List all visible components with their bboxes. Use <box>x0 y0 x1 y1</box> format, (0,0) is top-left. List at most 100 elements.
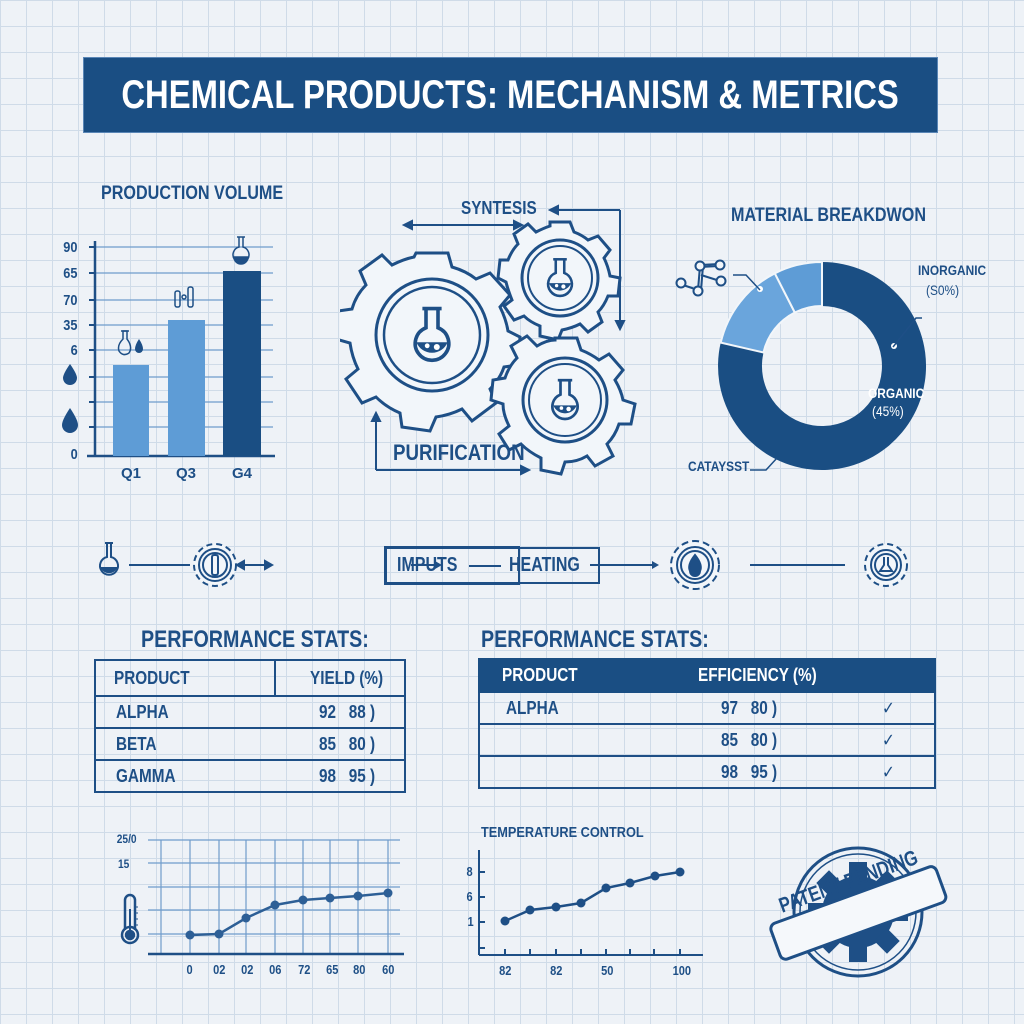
large-gear-icon <box>340 251 522 433</box>
y-tick: 6 <box>70 342 78 359</box>
x-tick: 100 <box>672 963 692 978</box>
small-gear-icon <box>489 334 637 476</box>
flask-icon <box>99 542 119 576</box>
column-header-efficiency: EFFICIENCY (%) <box>698 665 817 685</box>
x-tick: 60 <box>382 962 395 977</box>
x-tick: 02 <box>241 962 254 977</box>
small-gear-icon <box>496 220 622 342</box>
bar-g4 <box>223 271 261 456</box>
y-tick: 8 <box>466 864 473 879</box>
y-tick: 70 <box>63 292 78 309</box>
yield-table: PRODUCT YIELD (%) ALPHA 92 88 ) BETA 85 … <box>94 659 406 793</box>
y-tick: 25/0 <box>116 832 137 846</box>
x-tick: 50 <box>601 963 614 978</box>
heating-label: HEATING <box>509 554 581 576</box>
purification-label: PURIFICATION <box>393 440 525 465</box>
checkmark-icon: ✓ <box>881 761 895 782</box>
svg-text:G4: G4 <box>232 465 253 482</box>
efficiency-table-title: PERFORMANCE STATS: <box>481 626 709 653</box>
y-tick: 35 <box>63 317 78 334</box>
inorganic-label: INORGANIC <box>918 262 987 278</box>
column-header-product: PRODUCT <box>114 667 190 688</box>
x-tick: 02 <box>213 962 226 977</box>
temperature-control-chart <box>478 850 703 956</box>
catalyst-label: CATAYSST <box>688 458 750 474</box>
gear-flame-icon <box>670 540 720 590</box>
y-tick: 0 <box>70 446 78 463</box>
y-tick: 1 <box>467 914 474 929</box>
efficiency-cell: 98 95 ) <box>721 761 778 782</box>
y-axis-drop-icons <box>62 364 78 433</box>
temperature-control-title: TEMPERATURE CONTROL <box>481 824 644 841</box>
y-tick: 6 <box>466 889 473 904</box>
yield-cell: 85 80 ) <box>319 733 376 754</box>
column-header-yield: YIELD (%) <box>310 667 384 688</box>
table-row: ALPHA 97 80 ) ✓ <box>478 691 936 725</box>
x-tick: 06 <box>269 962 282 977</box>
production-volume-chart: Q1 Q3 G4 <box>87 236 275 482</box>
x-tick: 80 <box>353 962 366 977</box>
donut-segment-other <box>773 260 823 314</box>
x-tick: 82 <box>499 963 512 978</box>
organic-pct: (45%) <box>872 403 904 419</box>
donut-segment-organic <box>718 262 927 470</box>
x-tick: 65 <box>326 962 339 977</box>
product-cell: BETA <box>116 733 157 754</box>
flask-icon <box>117 330 132 356</box>
organic-label: ORGANIC <box>868 385 925 401</box>
inorganic-pct: (S0%) <box>926 282 960 298</box>
yield-cell: 98 95 ) <box>319 765 376 786</box>
product-cell: ALPHA <box>506 697 559 718</box>
bar-q1 <box>113 365 149 456</box>
efficiency-cell: 85 80 ) <box>721 729 778 750</box>
product-cell: GAMMA <box>116 765 176 786</box>
water-drop-icon <box>63 364 77 385</box>
production-volume-title: PRODUCTION VOLUME <box>101 183 284 204</box>
molecule-icon <box>675 259 727 297</box>
process-flow <box>99 540 908 590</box>
table-header-row: PRODUCT YIELD (%) <box>94 659 406 697</box>
x-tick: 72 <box>298 962 311 977</box>
test-tubes-icon <box>174 286 194 308</box>
x-tick: 0 <box>186 962 193 977</box>
svg-text:Q3: Q3 <box>176 465 196 482</box>
column-header-product: PRODUCT <box>502 665 578 685</box>
table-row: 85 80 ) ✓ <box>478 723 936 757</box>
thermometer-icon <box>120 893 140 945</box>
gear-test-tube-icon <box>193 543 237 587</box>
product-cell: ALPHA <box>116 701 169 722</box>
table-row: 98 95 ) ✓ <box>478 755 936 789</box>
inputs-label: IMPUTS <box>397 554 458 576</box>
bar-q3 <box>168 320 205 456</box>
temperature-line-chart <box>120 839 404 956</box>
round-flask-icon <box>232 236 250 265</box>
checkmark-icon: ✓ <box>881 697 895 718</box>
material-breakdown-donut <box>675 259 927 471</box>
checkmark-icon: ✓ <box>881 729 895 750</box>
efficiency-cell: 97 80 ) <box>721 697 778 718</box>
y-tick: 90 <box>63 239 78 256</box>
arrow-right-icon <box>468 564 502 567</box>
synthesis-label: SYNTESIS <box>461 198 537 218</box>
gear-flask-icon <box>864 543 908 587</box>
material-breakdown-title: MATERIAL BREAKDWON <box>731 205 926 226</box>
table-row: GAMMA 98 95 ) <box>94 759 406 793</box>
table-header-row: PRODUCT EFFICIENCY (%) <box>478 658 936 693</box>
y-tick: 15 <box>118 857 130 871</box>
efficiency-table: PRODUCT EFFICIENCY (%) ALPHA 97 80 ) ✓ 8… <box>478 658 936 789</box>
yield-table-title: PERFORMANCE STATS: <box>141 626 369 653</box>
water-drop-icon <box>62 408 78 433</box>
x-tick: 82 <box>550 963 563 978</box>
page-title: CHEMICAL PRODUCTS: MECHANISM & METRICS <box>121 72 900 117</box>
mechanism-gears-diagram <box>340 204 637 476</box>
inputs-heating-box: IMPUTS HEATING <box>385 547 600 584</box>
table-row: ALPHA 92 88 ) <box>94 695 406 729</box>
patent-pending-stamp <box>769 846 948 978</box>
y-tick: 65 <box>63 265 78 282</box>
svg-text:Q1: Q1 <box>121 465 141 482</box>
table-row: BETA 85 80 ) <box>94 727 406 761</box>
yield-cell: 92 88 ) <box>319 701 376 722</box>
temp-chart-x-axis-labels: 0 02 02 06 72 65 80 60 <box>180 962 400 982</box>
water-drop-icon <box>135 339 143 353</box>
title-banner: CHEMICAL PRODUCTS: MECHANISM & METRICS <box>83 57 938 133</box>
